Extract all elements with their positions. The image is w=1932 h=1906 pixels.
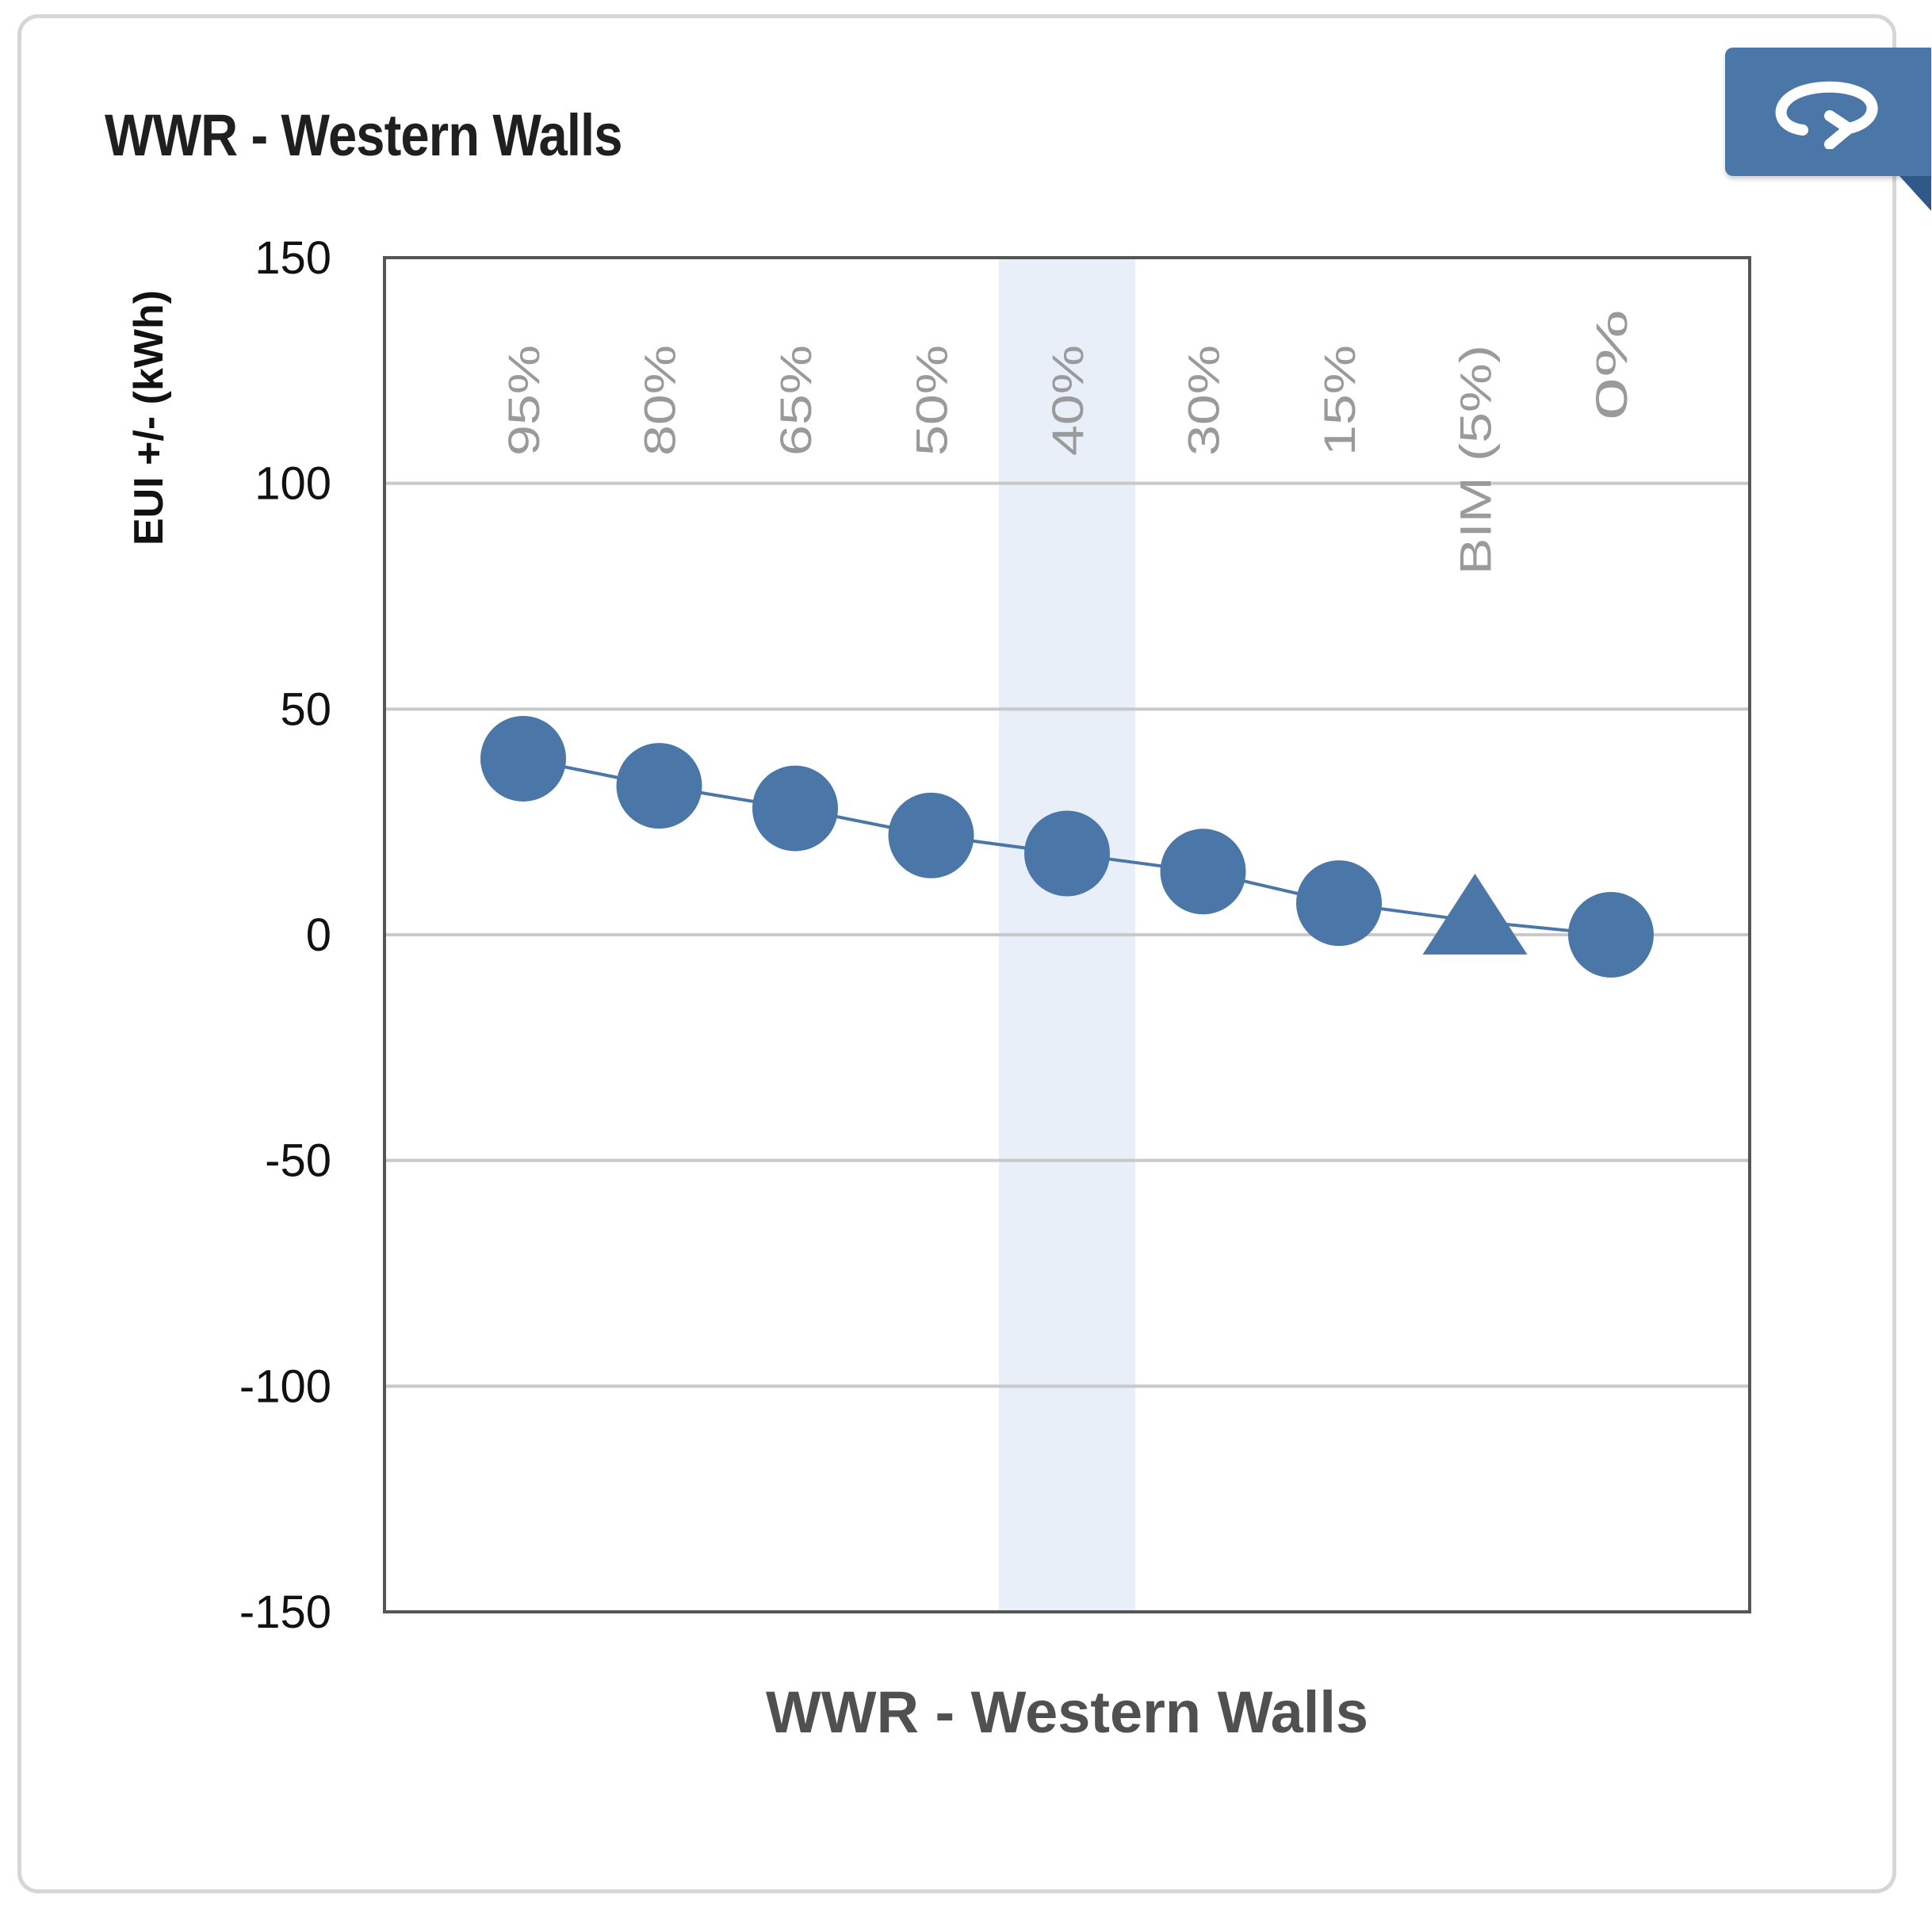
data-point [1024, 810, 1110, 897]
y-tick-label: -100 [239, 1361, 331, 1412]
category-label: 30% [1179, 345, 1229, 456]
y-tick-label: 50 [280, 683, 331, 735]
data-point [1568, 892, 1654, 978]
data-point [888, 792, 974, 878]
data-point [1160, 829, 1246, 915]
category-label: BIM (5%) [1451, 345, 1501, 575]
y-tick-label: -150 [239, 1586, 331, 1638]
y-axis-label: EUI +/- (kWh) [126, 290, 172, 545]
flip-tab-fold [1899, 176, 1931, 211]
data-point-triangle [1422, 873, 1528, 955]
data-point [616, 743, 702, 829]
x-axis-label: WWR - Western Walls [766, 1679, 1368, 1745]
data-point [1296, 860, 1382, 947]
category-label: 95% [499, 345, 549, 456]
card-title: WWR - Western Walls [105, 102, 622, 168]
category-label: 40% [1043, 345, 1092, 456]
category-label: 15% [1314, 345, 1364, 456]
y-tick-label: 100 [254, 458, 331, 510]
category-label: 80% [635, 345, 685, 456]
flip-card-button[interactable] [1725, 48, 1931, 176]
category-label: 0% [1586, 309, 1636, 420]
flip-back-icon [1775, 81, 1878, 149]
y-tick-label: 0 [306, 909, 331, 961]
category-label: 65% [771, 345, 821, 456]
plot-frame [383, 256, 1751, 1613]
data-point [752, 765, 838, 852]
y-tick-label: 150 [254, 232, 331, 284]
y-tick-label: -50 [265, 1135, 331, 1187]
category-label: 50% [907, 345, 957, 456]
data-point [480, 715, 566, 802]
